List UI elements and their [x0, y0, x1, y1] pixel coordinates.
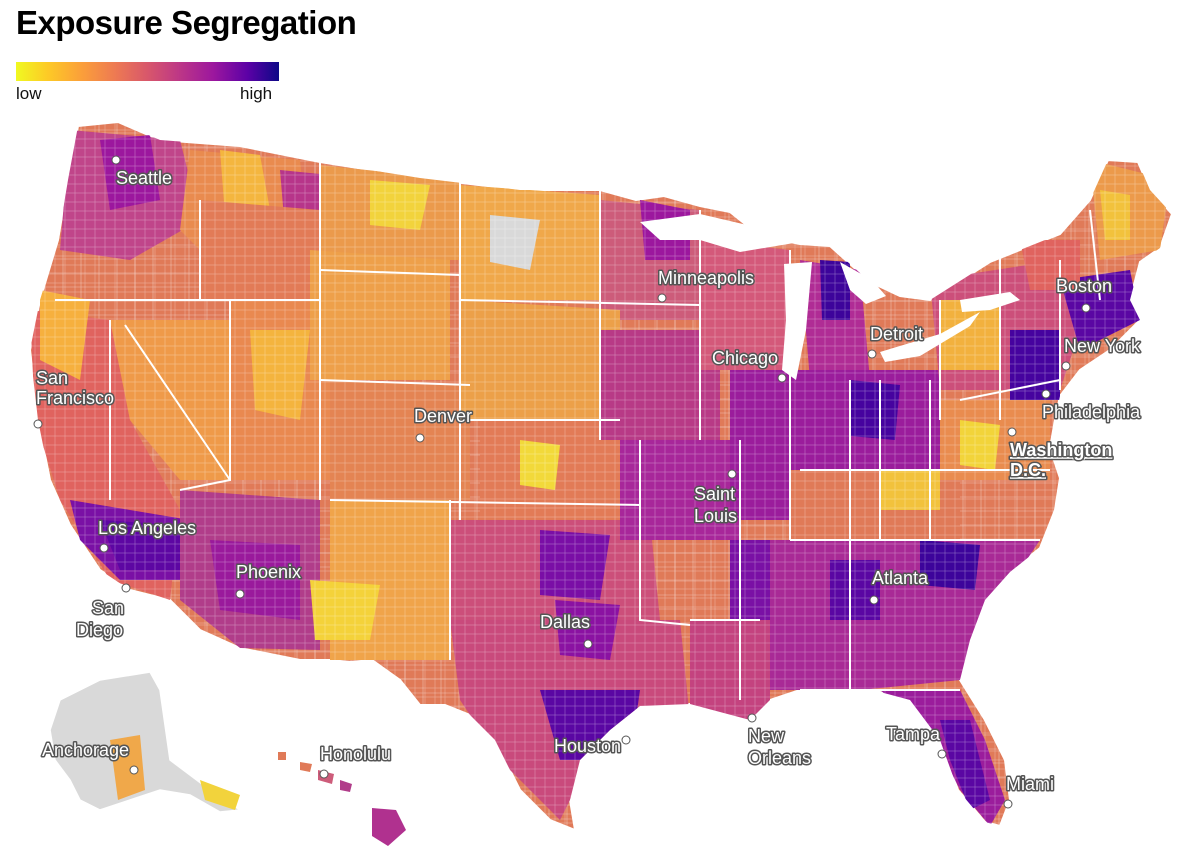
- city-label: New York: [1064, 336, 1141, 356]
- city-san-francisco[interactable]: San Francisco: [33, 367, 116, 429]
- city-honolulu[interactable]: Honolulu: [319, 743, 393, 779]
- city-markers: Seattle San Francisco Los Angeles San Di…: [33, 155, 1143, 809]
- state-borders: [55, 160, 1101, 700]
- city-new-york[interactable]: New York: [1061, 335, 1143, 371]
- city-label: Seattle: [116, 168, 172, 188]
- city-label: Boston: [1056, 276, 1112, 296]
- city-label: Minneapolis: [658, 268, 754, 288]
- city-detroit[interactable]: Detroit: [867, 323, 925, 359]
- city-san-diego[interactable]: San Diego: [75, 583, 131, 642]
- map-title: Exposure Segregation: [16, 4, 357, 41]
- city-miami[interactable]: Miami: [1003, 773, 1056, 809]
- city-label: Phoenix: [236, 562, 301, 582]
- city-denver[interactable]: Denver: [413, 405, 474, 443]
- city-label: San: [92, 598, 124, 618]
- city-chicago[interactable]: Chicago: [711, 347, 787, 383]
- city-atlanta[interactable]: Atlanta: [869, 567, 931, 605]
- city-saint-louis[interactable]: Saint Louis: [693, 469, 739, 528]
- alaska: [49, 671, 243, 813]
- city-houston[interactable]: Houston: [553, 735, 631, 758]
- legend-low-label: low: [16, 84, 42, 103]
- city-label: Saint: [694, 484, 735, 504]
- great-lakes: [640, 214, 1020, 380]
- city-los-angeles[interactable]: Los Angeles: [97, 517, 198, 553]
- city-label: Louis: [694, 506, 737, 526]
- city-tampa[interactable]: Tampa: [885, 723, 947, 759]
- city-label: Atlanta: [872, 568, 929, 588]
- city-label: Orleans: [748, 748, 811, 768]
- legend-color-scale: [16, 62, 279, 81]
- city-anchorage[interactable]: Anchorage: [41, 739, 139, 775]
- choropleth-regions: [30, 122, 1172, 830]
- city-washington-dc[interactable]: Washington D.C.: [1007, 427, 1114, 482]
- legend-high-label: high: [240, 84, 273, 103]
- city-label: New: [748, 726, 785, 746]
- city-new-orleans[interactable]: New Orleans: [747, 713, 813, 770]
- city-label: San: [36, 368, 68, 388]
- city-label: Dallas: [540, 612, 590, 632]
- city-label: Denver: [414, 406, 472, 426]
- city-dallas[interactable]: Dallas: [539, 611, 593, 649]
- city-seattle[interactable]: Seattle: [111, 155, 174, 190]
- city-label: Anchorage: [42, 740, 129, 760]
- city-label: Detroit: [870, 324, 923, 344]
- city-label: Miami: [1006, 774, 1054, 794]
- city-label: D.C.: [1010, 460, 1046, 480]
- city-label: Francisco: [36, 388, 114, 408]
- city-philadelphia[interactable]: Philadelphia: [1041, 389, 1143, 424]
- hawaii: [278, 752, 406, 846]
- city-label: Washington: [1010, 440, 1112, 460]
- city-label: Chicago: [712, 348, 778, 368]
- city-phoenix[interactable]: Phoenix: [235, 561, 303, 599]
- city-minneapolis[interactable]: Minneapolis: [657, 267, 756, 303]
- city-label: Los Angeles: [98, 518, 196, 538]
- city-label: Diego: [76, 620, 123, 640]
- city-label: Honolulu: [320, 744, 391, 764]
- city-label: Philadelphia: [1042, 402, 1141, 422]
- city-label: Tampa: [886, 724, 941, 744]
- city-label: Houston: [554, 736, 621, 756]
- city-boston[interactable]: Boston: [1055, 275, 1114, 313]
